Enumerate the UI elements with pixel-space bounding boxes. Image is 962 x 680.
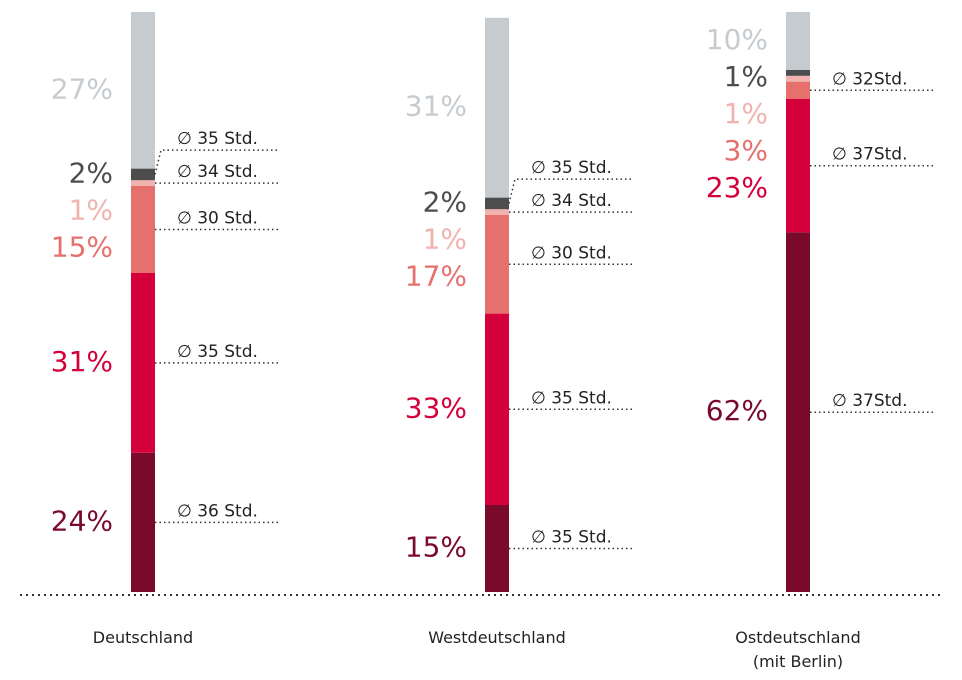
value-label: 1%: [724, 97, 768, 130]
category-label: Westdeutschland: [428, 628, 566, 647]
value-label: 1%: [724, 60, 768, 93]
value-label: 62%: [706, 394, 768, 427]
annotation: ∅ 35 Std.: [531, 528, 612, 548]
annotation: ∅ 36 Std.: [177, 501, 258, 521]
value-label: 2%: [69, 156, 113, 189]
bar-segment: [786, 99, 810, 233]
value-label: 3%: [724, 134, 768, 167]
annotation: ∅ 35 Std.: [177, 342, 258, 362]
bar-segment: [131, 273, 155, 453]
annotation: ∅ 35 Std.: [531, 158, 612, 178]
value-label: 2%: [423, 185, 467, 218]
bar-segment: [485, 313, 509, 505]
bar-segment: [786, 75, 810, 82]
annotation: ∅ 35 Std.: [177, 129, 258, 149]
annotation: ∅ 30 Std.: [177, 209, 258, 229]
bar-segment: [485, 215, 509, 314]
category-label: Ostdeutschland (mit Berlin): [735, 628, 861, 671]
annotation: ∅ 34 Std.: [531, 191, 612, 211]
bar-segment: [485, 197, 509, 210]
bar-segment: [131, 180, 155, 186]
annotation: ∅ 34 Std.: [177, 162, 258, 182]
annotation: ∅ 37Std.: [832, 145, 908, 165]
value-label: 15%: [405, 531, 467, 564]
annotation-line: [154, 149, 280, 175]
bar-segment: [786, 81, 810, 99]
bar-segment: [485, 209, 509, 215]
annotation: ∅ 35 Std.: [531, 388, 612, 408]
value-label: 1%: [423, 222, 467, 255]
value-label: 15%: [51, 230, 113, 263]
bar-segment: [131, 12, 155, 169]
category-label: Deutschland: [92, 628, 194, 647]
value-label: 17%: [405, 259, 467, 292]
value-label: 1%: [69, 193, 113, 226]
annotation-line: [508, 178, 634, 204]
bar-segment: [131, 186, 155, 273]
value-label: 10%: [706, 23, 768, 56]
value-label: 31%: [51, 345, 113, 378]
value-label: 31%: [405, 90, 467, 123]
bar-segment: [786, 70, 810, 76]
value-label: 23%: [706, 171, 768, 204]
bar-segment: [131, 452, 155, 592]
bar-segment: [485, 505, 509, 592]
bar-segment: [786, 232, 810, 592]
bar-segment: [131, 168, 155, 181]
annotation: ∅ 37Std.: [832, 391, 908, 411]
value-label: 27%: [51, 72, 113, 105]
annotation: ∅ 30 Std.: [531, 243, 612, 263]
bar-segment: [786, 12, 810, 70]
value-label: 24%: [51, 504, 113, 537]
bar-segment: [485, 17, 509, 198]
value-label: 33%: [405, 391, 467, 424]
annotation: ∅ 32Std.: [832, 69, 908, 89]
